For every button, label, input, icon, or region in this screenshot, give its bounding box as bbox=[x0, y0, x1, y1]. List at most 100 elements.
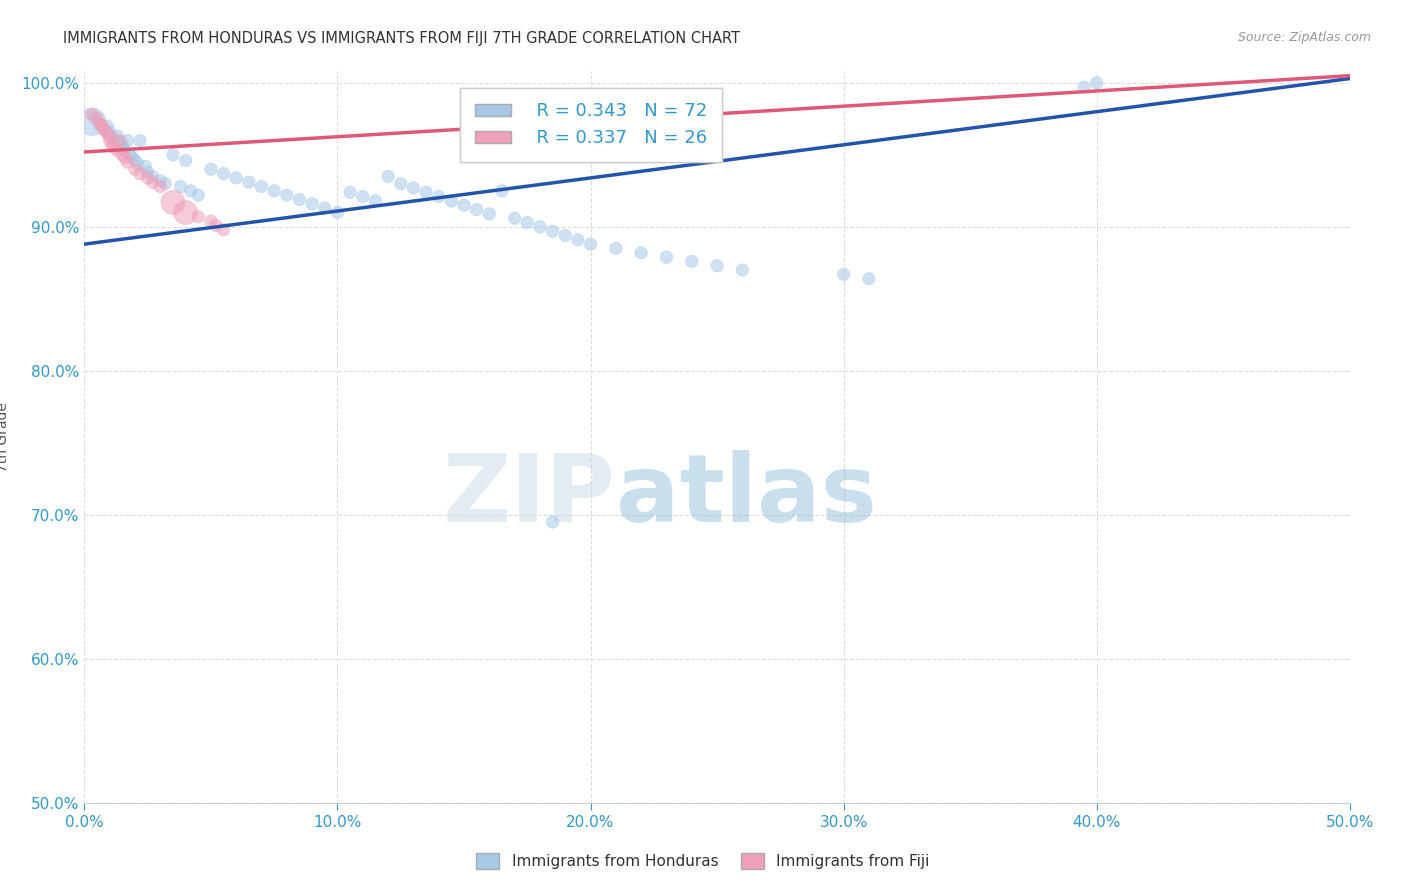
Point bbox=[301, 197, 323, 211]
Point bbox=[142, 175, 165, 189]
Point bbox=[101, 137, 124, 152]
Point bbox=[111, 141, 134, 155]
Point bbox=[162, 195, 184, 210]
Point bbox=[98, 125, 121, 139]
Point bbox=[117, 133, 139, 147]
Point bbox=[288, 193, 311, 207]
Point bbox=[93, 122, 115, 136]
Point bbox=[121, 151, 143, 165]
Text: IMMIGRANTS FROM HONDURAS VS IMMIGRANTS FROM FIJI 7TH GRADE CORRELATION CHART: IMMIGRANTS FROM HONDURAS VS IMMIGRANTS F… bbox=[63, 31, 741, 46]
Point bbox=[83, 111, 105, 125]
Point bbox=[731, 263, 754, 277]
Point bbox=[858, 271, 880, 285]
Point bbox=[111, 137, 134, 152]
Point bbox=[212, 223, 235, 237]
Point bbox=[174, 153, 197, 168]
Point bbox=[276, 188, 298, 202]
Point bbox=[579, 237, 602, 252]
Point bbox=[187, 210, 209, 224]
Text: Source: ZipAtlas.com: Source: ZipAtlas.com bbox=[1237, 31, 1371, 45]
Point bbox=[567, 233, 589, 247]
Point bbox=[440, 194, 463, 208]
Point bbox=[554, 228, 576, 243]
Point bbox=[104, 141, 127, 155]
Point bbox=[136, 165, 159, 179]
Point bbox=[117, 155, 139, 169]
Point bbox=[630, 245, 652, 260]
Point bbox=[101, 130, 124, 145]
Point bbox=[339, 186, 361, 200]
Point bbox=[80, 114, 103, 128]
Point bbox=[389, 177, 412, 191]
Legend: Immigrants from Honduras, Immigrants from Fiji: Immigrants from Honduras, Immigrants fro… bbox=[470, 847, 936, 875]
Point bbox=[169, 179, 191, 194]
Point bbox=[377, 169, 399, 184]
Point bbox=[503, 211, 526, 226]
Point bbox=[134, 160, 156, 174]
Point bbox=[124, 162, 146, 177]
Legend:   R = 0.343   N = 72,   R = 0.337   N = 26: R = 0.343 N = 72, R = 0.337 N = 26 bbox=[460, 87, 723, 161]
Point bbox=[149, 179, 172, 194]
Point bbox=[105, 144, 128, 158]
Point bbox=[427, 189, 450, 203]
Point bbox=[180, 184, 202, 198]
Point bbox=[118, 148, 141, 162]
Point bbox=[136, 170, 159, 185]
Point bbox=[364, 194, 387, 208]
Point bbox=[155, 177, 177, 191]
Point bbox=[352, 189, 374, 203]
Y-axis label: 7th Grade: 7th Grade bbox=[0, 402, 10, 472]
Point bbox=[142, 169, 165, 184]
Point bbox=[129, 133, 152, 147]
Point bbox=[491, 184, 513, 198]
Point bbox=[205, 219, 228, 233]
Point bbox=[478, 207, 501, 221]
Point bbox=[98, 128, 121, 142]
Point bbox=[162, 148, 184, 162]
Point bbox=[174, 205, 197, 219]
Point bbox=[114, 144, 136, 158]
Point bbox=[104, 133, 127, 147]
Point bbox=[529, 219, 551, 234]
Point bbox=[105, 129, 128, 144]
Point bbox=[124, 153, 146, 168]
Point bbox=[516, 215, 538, 229]
Point bbox=[415, 186, 437, 200]
Point bbox=[212, 167, 235, 181]
Point bbox=[80, 107, 103, 121]
Point bbox=[326, 205, 349, 219]
Point bbox=[91, 119, 114, 133]
Text: ZIP: ZIP bbox=[443, 450, 616, 541]
Point bbox=[541, 515, 564, 529]
Point bbox=[541, 224, 564, 238]
Point bbox=[465, 202, 488, 217]
Point bbox=[89, 116, 111, 130]
Point bbox=[89, 118, 111, 132]
Point bbox=[263, 184, 285, 198]
Point bbox=[108, 136, 131, 151]
Point bbox=[96, 119, 118, 133]
Point bbox=[96, 126, 118, 140]
Point bbox=[127, 156, 149, 170]
Point bbox=[225, 170, 247, 185]
Point bbox=[98, 133, 121, 147]
Point bbox=[1085, 76, 1108, 90]
Point bbox=[453, 198, 475, 212]
Point bbox=[129, 167, 152, 181]
Point bbox=[238, 175, 260, 189]
Point bbox=[832, 268, 855, 282]
Point bbox=[187, 188, 209, 202]
Point bbox=[681, 254, 703, 268]
Point bbox=[114, 151, 136, 165]
Point bbox=[250, 179, 273, 194]
Point bbox=[706, 259, 728, 273]
Text: atlas: atlas bbox=[616, 450, 877, 541]
Point bbox=[93, 123, 115, 137]
Point bbox=[86, 112, 108, 126]
Point bbox=[200, 162, 222, 177]
Point bbox=[108, 133, 131, 147]
Point bbox=[655, 250, 678, 264]
Point bbox=[402, 181, 425, 195]
Point bbox=[149, 174, 172, 188]
Point bbox=[111, 148, 134, 162]
